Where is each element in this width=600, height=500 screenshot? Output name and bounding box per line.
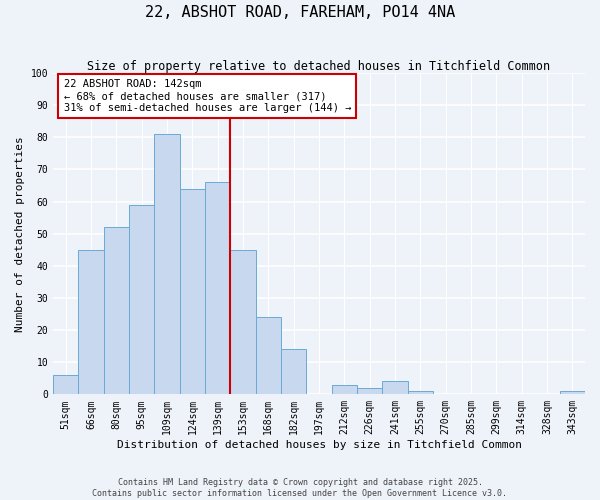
Bar [256,317,281,394]
Bar [104,227,129,394]
Bar [560,391,585,394]
Bar [179,188,205,394]
Text: 22 ABSHOT ROAD: 142sqm
← 68% of detached houses are smaller (317)
31% of semi-de: 22 ABSHOT ROAD: 142sqm ← 68% of detached… [64,80,351,112]
Bar [79,250,104,394]
Bar [281,350,307,395]
Title: Size of property relative to detached houses in Titchfield Common: Size of property relative to detached ho… [88,60,551,73]
Bar [230,250,256,394]
Bar [53,375,79,394]
Y-axis label: Number of detached properties: Number of detached properties [15,136,25,332]
Bar [357,388,382,394]
Bar [154,134,179,394]
Bar [129,204,154,394]
X-axis label: Distribution of detached houses by size in Titchfield Common: Distribution of detached houses by size … [116,440,521,450]
Bar [332,384,357,394]
Text: Contains HM Land Registry data © Crown copyright and database right 2025.
Contai: Contains HM Land Registry data © Crown c… [92,478,508,498]
Bar [205,182,230,394]
Bar [382,382,407,394]
Bar [407,391,433,394]
Text: 22, ABSHOT ROAD, FAREHAM, PO14 4NA: 22, ABSHOT ROAD, FAREHAM, PO14 4NA [145,5,455,20]
